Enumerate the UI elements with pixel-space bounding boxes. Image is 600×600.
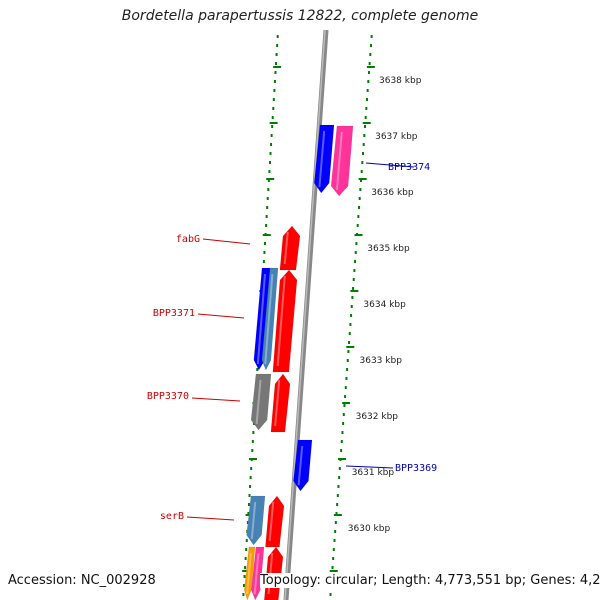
ruler-tick-label: 3638 kbp	[379, 76, 422, 86]
gene-arrow-bpp3371-blue-shade	[256, 273, 266, 365]
accession-text: Accession: NC_002928	[8, 573, 156, 588]
genome-axis-highlight	[284, 29, 326, 600]
gene-label-leader	[191, 397, 241, 402]
gene-arrow-serb-red	[265, 495, 285, 548]
gene-arrow-fabg-shade	[283, 231, 289, 265]
ruler-tick-label: 3633 kbp	[360, 356, 403, 366]
gene-label: BPP3369	[395, 463, 437, 474]
gene-label-leader	[365, 162, 415, 168]
gene-arrow-bpp3374-blue	[313, 124, 335, 194]
gene-arrow-bpp3371-steel-shade	[264, 273, 274, 365]
ruler-tick-labels: 3638 kbp 3637 kbp 3636 kbp 3635 kbp 3634 kbp…	[348, 76, 422, 534]
gene-label: BPP3371	[153, 308, 195, 319]
gene-labels: BPP3374 fabG BPP3371 BPP3370 BPP3369 serB	[147, 162, 437, 522]
gene-label: BPP3370	[147, 391, 189, 402]
gene-arrow-bottom-orange	[244, 546, 256, 600]
gene-label: BPP3374	[388, 162, 430, 173]
gene-arrow-bpp3370-grey	[250, 373, 272, 431]
gene-arrow-bpp3374-pink	[330, 125, 354, 197]
ruler-tick-label: 3636 kbp	[371, 188, 414, 198]
gene-features	[244, 124, 354, 600]
gene-arrow-bpp3370-grey-shade	[255, 379, 262, 425]
gene-label: serB	[160, 511, 184, 522]
gene-arrow-bpp3369	[293, 439, 313, 492]
gene-label: fabG	[176, 234, 200, 245]
gene-arrow-bpp3369-shade	[297, 445, 304, 486]
gene-arrow-bottom-pink	[251, 546, 265, 600]
gene-arrow-bottom-orange-shade	[246, 552, 252, 595]
gene-label-leader	[197, 313, 245, 319]
map-title: Bordetella parapertussis 12822, complete…	[121, 8, 479, 24]
gene-arrow-bottom-pink-shade	[253, 552, 260, 595]
gene-arrow-serb-red-shade	[268, 501, 275, 542]
ruler-tick-label: 3632 kbp	[356, 412, 399, 422]
ruler-tick-label: 3634 kbp	[363, 300, 406, 310]
gene-arrow-bpp3371-red-shade	[276, 275, 286, 367]
gene-label-leader	[345, 465, 394, 469]
gene-arrow-serb-steel-shade	[250, 501, 257, 540]
gene-arrow-bpp3370-red	[270, 373, 291, 433]
gene-arrow-fabg	[279, 225, 301, 271]
topology-summary: Topology: circular; Length: 4,773,551 bp…	[260, 573, 600, 588]
gene-arrow-serb-steel	[246, 495, 266, 546]
ruler-tick-label: 3631 kbp	[352, 468, 395, 478]
ruler-tick-label: 3630 kbp	[348, 524, 391, 534]
gene-arrow-bpp3370-red-shade	[274, 379, 281, 427]
ruler-tick-label: 3635 kbp	[367, 244, 410, 254]
gene-arrow-bpp3374-pink-shade	[335, 131, 343, 191]
ruler-tick-label: 3637 kbp	[375, 132, 418, 142]
gene-arrow-bpp3371-red	[272, 269, 298, 373]
gene-arrow-bpp3374-blue-shade	[318, 130, 326, 188]
gene-arrow-bpp3371-steel	[261, 267, 279, 371]
gene-label-leader	[202, 238, 251, 245]
genome-axis	[283, 29, 329, 600]
gene-label-leader	[186, 516, 235, 521]
